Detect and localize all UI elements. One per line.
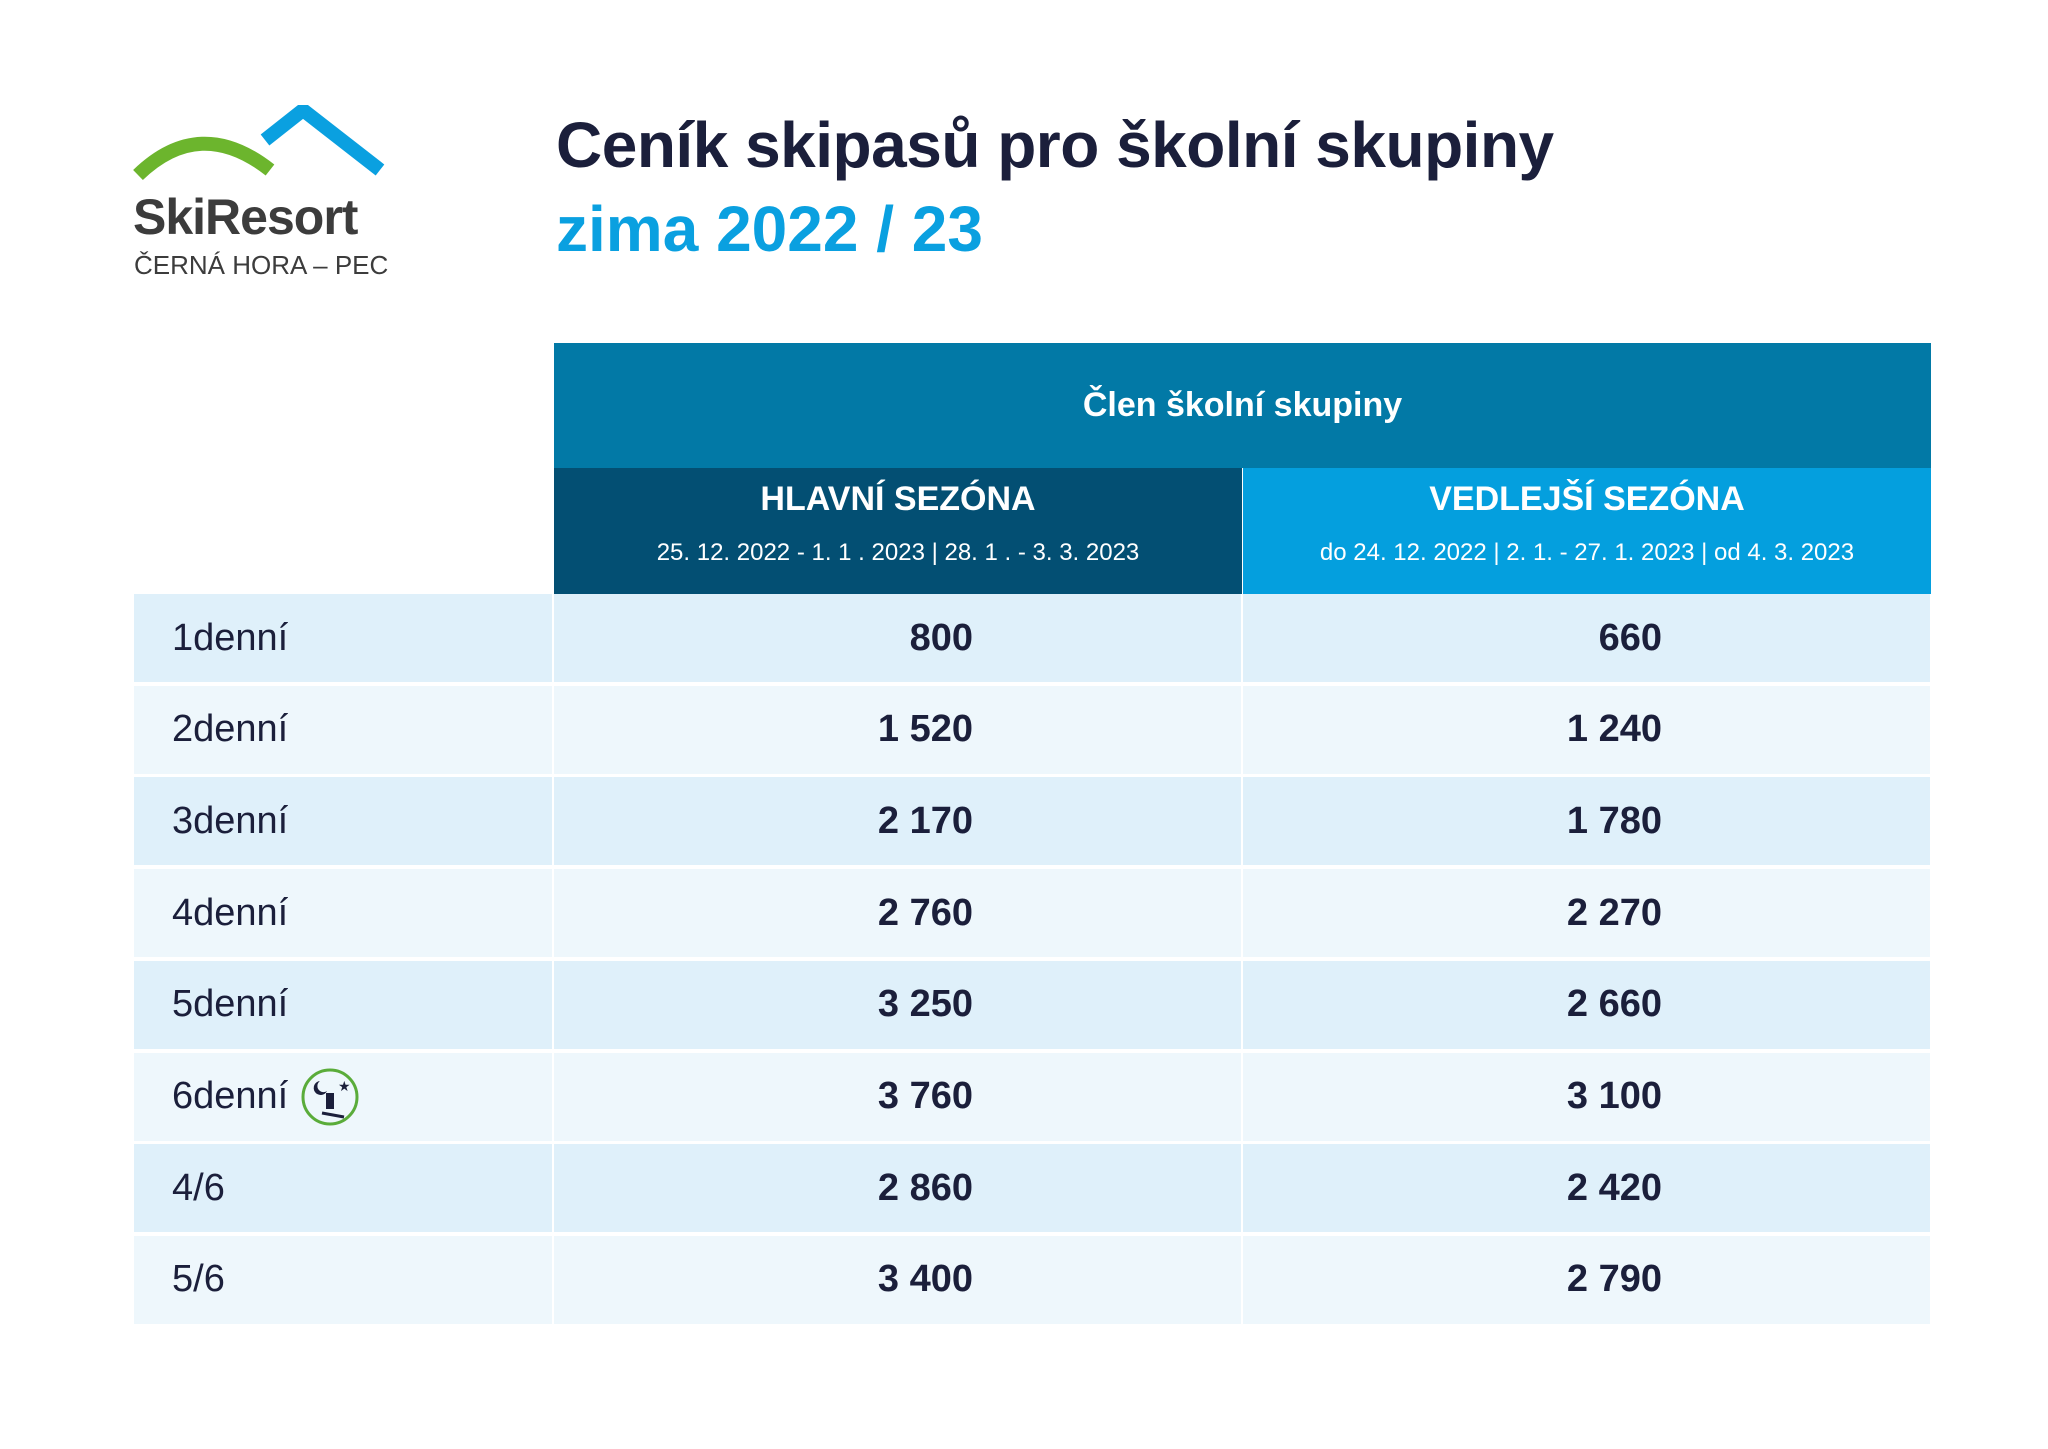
row-label: 6denní ★ [134,1052,552,1141]
table-row: 1denní 800 660 [134,594,1931,682]
group-header: Člen školní skupiny [554,343,1931,468]
price-cell: 660 [1243,594,1930,682]
price-cell: 2 270 [1243,869,1930,958]
skiresort-logo-icon [133,105,385,181]
table-row: 4denní 2 760 2 270 [134,869,1931,958]
column-dates: 25. 12. 2022 - 1. 1 . 2023 | 28. 1 . - 3… [656,539,1140,566]
price-cell: 2 790 [1243,1235,1930,1324]
price-value: 1 520 [877,708,973,751]
row-label: 3denní [134,777,552,866]
price-cell: 1 240 [1243,685,1930,774]
price-cell: 2 860 [554,1144,1241,1233]
price-value: 1 240 [1566,708,1662,751]
page-subtitle: zima 2022 / 23 [556,193,983,265]
column-title: VEDLEJŠÍ SEZÓNA [1429,480,1745,518]
price-cell: 2 660 [1243,960,1930,1049]
row-label-text: 5/6 [172,1258,225,1301]
row-label-text: 5denní [172,983,289,1026]
logo-subtitle: ČERNÁ HORA – PEC [134,250,389,280]
price-value: 2 170 [877,799,973,842]
row-label: 5denní [134,960,552,1049]
row-label-text: 2denní [172,708,289,751]
price-cell: 2 760 [554,869,1241,958]
price-value: 3 760 [877,1075,973,1117]
price-cell: 2 420 [1243,1144,1930,1233]
row-label: 4/6 [134,1144,552,1233]
row-label: 2denní [134,685,552,774]
price-cell: 800 [554,594,1241,682]
column-title: HLAVNÍ SEZÓNA [760,480,1036,518]
price-cell: 3 760 [554,1052,1241,1141]
price-value: 2 420 [1566,1166,1662,1209]
row-label-text: 4denní [172,891,289,934]
row-label: 1denní [134,594,552,682]
price-cell: 1 780 [1243,777,1930,866]
page-title: Ceník skipasů pro školní skupiny [556,109,1554,181]
price-cell: 3 400 [554,1235,1241,1324]
price-value: 3 250 [877,983,973,1026]
table-row: 2denní 1 520 1 240 [134,685,1931,774]
column-dates: do 24. 12. 2022 | 2. 1. - 27. 1. 2023 | … [1319,539,1855,566]
price-cell: 3 250 [554,960,1241,1049]
price-value: 3 400 [877,1258,973,1301]
price-value: 800 [909,616,973,659]
logo-name: SkiResort [133,189,358,245]
price-value: 2 270 [1566,891,1662,934]
row-label-text: 4/6 [172,1166,225,1209]
price-value: 3 100 [1566,1075,1662,1117]
price-value: 1 780 [1566,799,1662,842]
price-cell: 3 100 [1243,1052,1930,1141]
price-value: 2 660 [1566,983,1662,1026]
row-label: 4denní [134,869,552,958]
price-value: 660 [1598,616,1662,659]
table-row: 6denní ★ 3 760 3 100 [134,1052,1931,1141]
price-cell: 2 170 [554,777,1241,866]
table-row: 5denní 3 250 2 660 [134,960,1931,1049]
row-label-text: 3denní [172,799,289,842]
row-label: 5/6 [134,1235,552,1324]
table-row: 4/6 2 860 2 420 [134,1144,1931,1233]
price-cell: 1 520 [554,685,1241,774]
night-skiing-icon: ★ [301,1068,359,1125]
row-label-text: 1denní [172,616,289,659]
column-header-off-season: VEDLEJŠÍ SEZÓNA do 24. 12. 2022 | 2. 1. … [1243,468,1931,594]
price-value: 2 860 [877,1166,973,1209]
table-row: 3denní 2 170 1 780 [134,777,1931,866]
column-header-main-season: HLAVNÍ SEZÓNA 25. 12. 2022 - 1. 1 . 2023… [554,468,1242,594]
price-value: 2 790 [1566,1258,1662,1301]
price-value: 2 760 [877,891,973,934]
table-row: 5/6 3 400 2 790 [134,1235,1931,1324]
row-label-text: 6denní [172,1075,289,1117]
svg-text:★: ★ [338,1078,351,1094]
